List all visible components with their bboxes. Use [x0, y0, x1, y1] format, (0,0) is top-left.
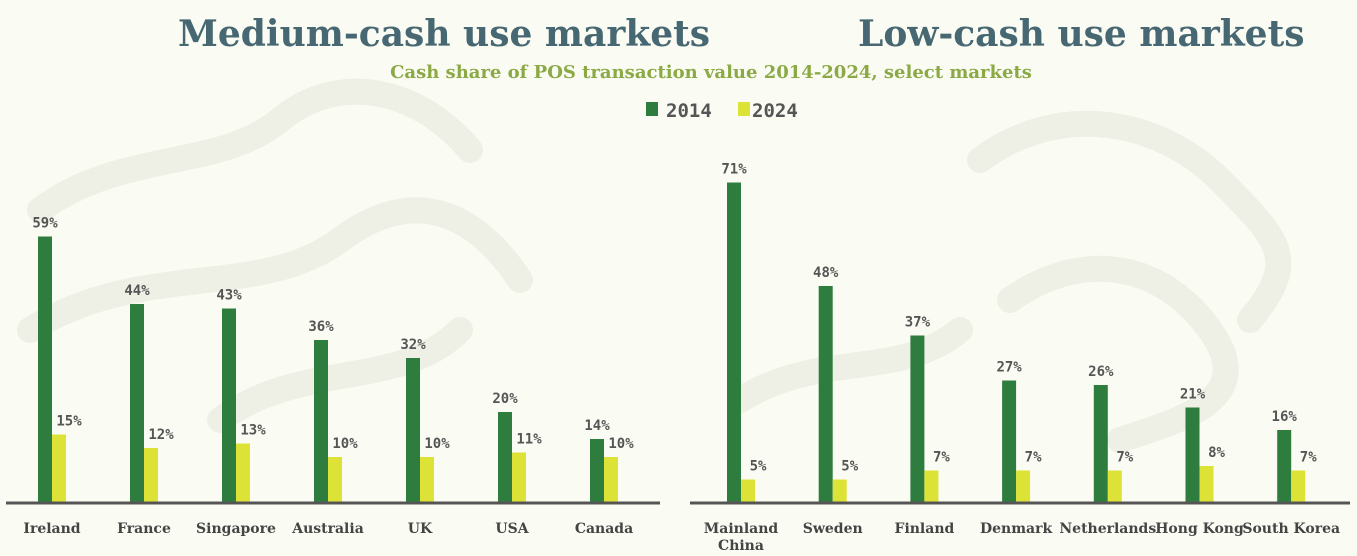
data-label-2024-denmark: 7% — [1025, 450, 1042, 466]
data-label-2024-usa: 11% — [516, 432, 542, 448]
category-label: Australia — [291, 521, 364, 537]
bar-2024-canada — [604, 457, 618, 502]
data-label-2014-sweden: 48% — [813, 265, 839, 281]
category-label: USA — [495, 521, 529, 537]
data-label-2014-ireland: 59% — [32, 216, 58, 232]
data-label-2024-australia: 10% — [332, 436, 358, 452]
data-label-2024-sweden: 5% — [841, 459, 858, 475]
bar-2014-ireland — [38, 236, 52, 502]
right-heading: Low-cash use markets — [858, 13, 1304, 55]
bar-2014-canada — [590, 439, 604, 502]
bar-2024-denmark — [1016, 470, 1031, 502]
bar-2014-sweden — [818, 286, 833, 502]
legend-swatch-2014 — [646, 102, 658, 116]
bar-2014-hong-kong — [1185, 407, 1200, 502]
category-label: France — [117, 521, 171, 537]
data-label-2024-mainland-china: 5% — [750, 459, 767, 475]
bar-2024-ireland — [52, 434, 66, 502]
legend-label-2014: 2014 — [666, 100, 712, 122]
data-label-2014-uk: 32% — [400, 337, 426, 353]
bar-2024-hong-kong — [1199, 466, 1214, 502]
data-label-2014-south-korea: 16% — [1272, 409, 1298, 425]
data-label-2014-denmark: 27% — [996, 360, 1022, 376]
data-label-2024-singapore: 13% — [240, 423, 266, 439]
bar-2014-usa — [498, 412, 512, 502]
category-label: Ireland — [23, 521, 80, 537]
bar-2014-south-korea — [1277, 430, 1292, 502]
bar-2024-finland — [924, 470, 939, 502]
data-label-2024-netherlands: 7% — [1116, 450, 1133, 466]
bar-2014-mainland-china — [727, 182, 741, 502]
bar-2024-usa — [512, 452, 526, 502]
category-label: Netherlands — [1059, 521, 1156, 537]
bar-2014-uk — [406, 358, 420, 502]
data-label-2024-canada: 10% — [608, 436, 634, 452]
bar-2024-south-korea — [1291, 470, 1306, 502]
category-label: Finland — [895, 521, 955, 537]
category-label: Sweden — [803, 521, 863, 537]
data-label-2024-france: 12% — [148, 427, 174, 443]
bar-2024-mainland-china — [741, 479, 755, 502]
category-label: South Korea — [1242, 521, 1340, 537]
bar-2024-australia — [328, 457, 342, 502]
bar-2024-sweden — [832, 479, 847, 502]
data-label-2014-france: 44% — [124, 283, 150, 299]
bar-2014-netherlands — [1093, 385, 1108, 502]
data-label-2014-finland: 37% — [905, 315, 931, 331]
left-heading: Medium-cash use markets — [178, 13, 710, 55]
bar-2024-singapore — [236, 443, 250, 502]
bar-2014-singapore — [222, 308, 236, 502]
data-label-2024-hong-kong: 8% — [1208, 445, 1225, 461]
low-cash-chart: 71% 5% Mainland China 48% 5% Sweden 37% 7% Finlan… — [690, 162, 1350, 554]
medium-cash-chart: 59% 15% Ireland 44% 12% France 43% 13% Singapore… — [6, 216, 660, 537]
bar-2024-netherlands — [1107, 470, 1122, 502]
category-label: Hong Kong — [1155, 521, 1244, 537]
data-label-2014-mainland-china: 71% — [721, 162, 747, 178]
legend-swatch-2024 — [738, 102, 750, 116]
bar-2014-france — [130, 304, 144, 502]
data-label-2014-hong-kong: 21% — [1180, 387, 1206, 403]
data-label-2024-ireland: 15% — [56, 414, 82, 430]
background-pattern — [17, 78, 1292, 453]
category-label: Canada — [575, 521, 633, 537]
bar-2014-finland — [910, 335, 925, 502]
data-label-2014-usa: 20% — [492, 391, 518, 407]
bar-2014-australia — [314, 340, 328, 502]
category-label: Mainland China — [704, 521, 779, 554]
bar-2024-uk — [420, 457, 434, 502]
data-label-2014-singapore: 43% — [216, 288, 242, 304]
legend: 2014 2024 — [646, 100, 798, 122]
category-label: Denmark — [980, 521, 1052, 537]
data-label-2014-australia: 36% — [308, 319, 334, 335]
bar-2024-france — [144, 448, 158, 502]
data-label-2024-finland: 7% — [933, 450, 950, 466]
data-label-2014-netherlands: 26% — [1088, 364, 1114, 380]
data-label-2024-south-korea: 7% — [1300, 450, 1317, 466]
category-label: Singapore — [196, 521, 276, 537]
legend-label-2024: 2024 — [752, 100, 798, 122]
data-label-2014-canada: 14% — [584, 418, 610, 434]
bar-2014-denmark — [1002, 380, 1017, 502]
category-label: UK — [408, 521, 433, 537]
chart-subtitle: Cash share of POS transaction value 2014… — [390, 62, 1032, 83]
data-label-2024-uk: 10% — [424, 436, 450, 452]
